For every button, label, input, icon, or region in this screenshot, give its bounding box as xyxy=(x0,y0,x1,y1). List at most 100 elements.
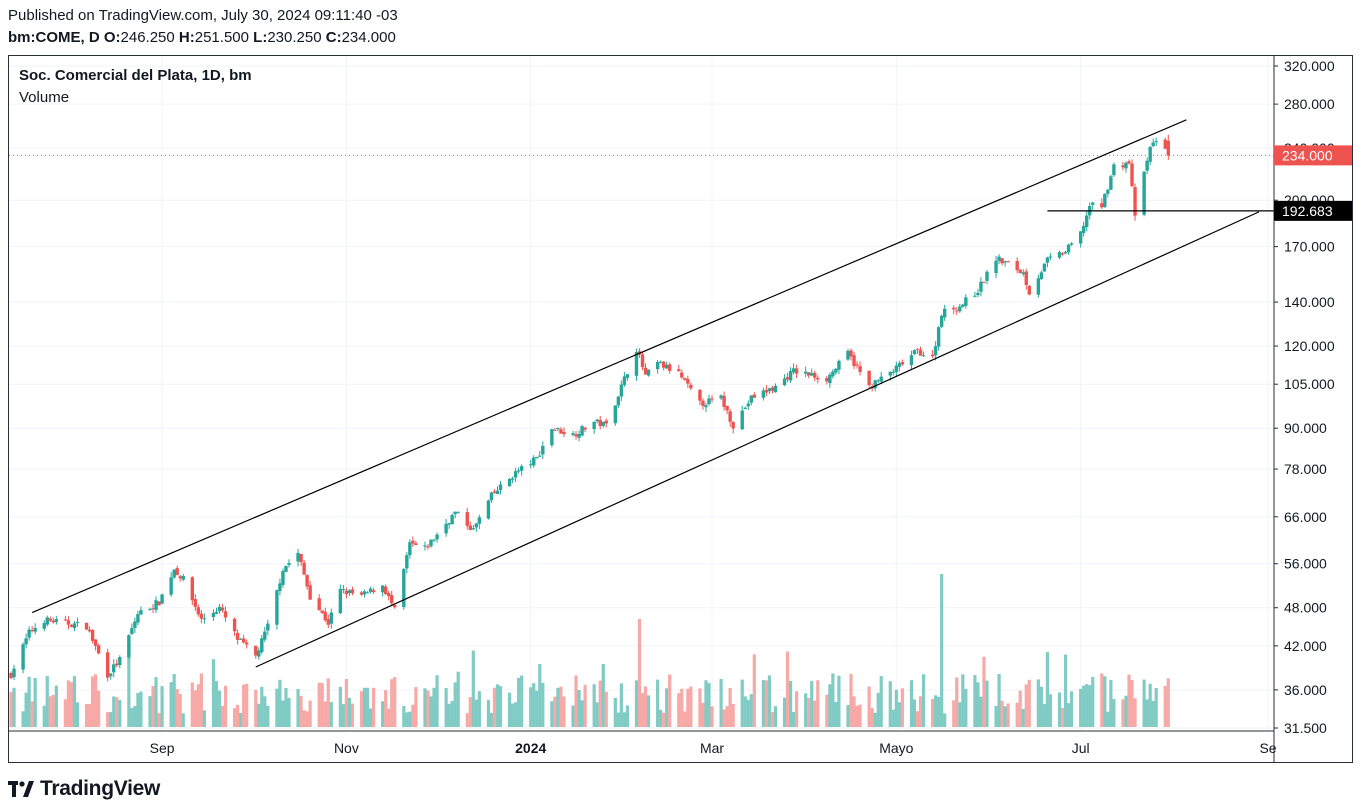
candle xyxy=(1103,193,1107,209)
close-value: 234.000 xyxy=(341,29,396,46)
candle xyxy=(1148,145,1152,166)
volume-bar xyxy=(740,679,744,727)
candle xyxy=(465,507,469,530)
candle xyxy=(217,604,222,614)
candle xyxy=(151,603,155,614)
candle-body xyxy=(411,540,415,544)
candle xyxy=(664,361,669,369)
candle-body xyxy=(235,632,240,640)
candle xyxy=(655,359,660,374)
volume-bar xyxy=(749,694,753,727)
candle xyxy=(964,294,968,309)
candle-body xyxy=(323,611,327,621)
candle-body xyxy=(900,362,905,365)
volume-bar xyxy=(326,678,330,727)
candle-body xyxy=(876,380,880,382)
candle xyxy=(519,464,524,476)
volume-bar xyxy=(94,674,98,727)
candle-body xyxy=(169,577,173,595)
volume-bar xyxy=(130,708,134,727)
volume-bar xyxy=(1063,654,1068,727)
candle-body xyxy=(299,554,303,563)
candle-body xyxy=(689,384,693,389)
candle xyxy=(371,587,376,595)
candle-body xyxy=(1151,142,1155,147)
candle xyxy=(601,421,605,428)
volume-bar xyxy=(1163,685,1167,727)
candle xyxy=(879,372,883,384)
candle-body xyxy=(42,623,46,629)
volume-bar xyxy=(743,696,747,727)
candle xyxy=(985,270,989,285)
candle-body xyxy=(435,534,439,540)
volume-bar xyxy=(604,691,608,727)
candle xyxy=(1106,188,1110,198)
candle-body xyxy=(1060,253,1065,255)
candle xyxy=(69,624,74,628)
volume-bar xyxy=(510,703,515,727)
candle xyxy=(175,565,179,576)
candle xyxy=(598,415,602,430)
candle xyxy=(181,573,185,582)
candle xyxy=(368,586,373,594)
candle xyxy=(112,659,116,678)
candle-body xyxy=(722,395,726,407)
volume-bar xyxy=(456,671,460,727)
candle xyxy=(725,405,729,415)
candle-body xyxy=(982,281,986,283)
volume-bar xyxy=(1039,686,1043,727)
volume-bar xyxy=(1166,678,1170,727)
candle-body xyxy=(284,565,288,572)
open-label: O: xyxy=(103,29,121,46)
volume-bar xyxy=(202,710,206,727)
volume-bar xyxy=(1112,699,1116,727)
candle-body xyxy=(72,623,77,629)
volume-bar xyxy=(320,682,324,727)
candle-body xyxy=(553,429,557,431)
candle xyxy=(994,255,998,279)
volume-bar xyxy=(492,687,497,727)
candle xyxy=(402,567,406,610)
volume-bar xyxy=(151,685,155,727)
volume-bar xyxy=(571,705,575,727)
candle xyxy=(447,522,451,529)
chart-frame xyxy=(8,55,1353,763)
candle-body xyxy=(643,367,648,375)
candle-body xyxy=(930,354,935,357)
volume-bar xyxy=(592,684,596,727)
volume-bar xyxy=(368,708,373,727)
volume-bar xyxy=(698,688,702,727)
candle xyxy=(728,408,732,427)
volume-bar xyxy=(640,693,645,727)
tradingview-brand[interactable]: TradingView xyxy=(8,777,160,801)
candle xyxy=(1024,268,1028,290)
volume-bar xyxy=(562,696,566,727)
candle xyxy=(157,601,161,606)
candle-body xyxy=(743,407,747,409)
candle-body xyxy=(341,588,346,590)
volume-bar xyxy=(1018,690,1022,727)
candle xyxy=(915,348,920,354)
candle xyxy=(287,559,291,568)
candle-body xyxy=(834,368,838,373)
candle-body xyxy=(828,374,832,384)
candle xyxy=(701,398,705,410)
price-chart[interactable]: 320.000280.000240.000200.000170.000140.0… xyxy=(9,56,1352,762)
candle xyxy=(1130,159,1134,188)
candle xyxy=(749,395,754,406)
candle-body xyxy=(136,614,140,623)
candle-body xyxy=(275,590,279,625)
volume-bar xyxy=(1015,702,1019,727)
volume-bar xyxy=(1000,700,1004,727)
legend-volume: Volume xyxy=(19,89,70,106)
candle-body xyxy=(939,315,944,327)
candle-body xyxy=(109,673,113,677)
candle xyxy=(365,591,370,594)
volume-bar xyxy=(414,687,418,727)
price-tick-label: 280.000 xyxy=(1284,96,1335,112)
candle-body xyxy=(888,371,892,376)
candle-body xyxy=(574,434,578,437)
candle xyxy=(148,607,152,611)
candle xyxy=(299,553,303,566)
candle xyxy=(347,589,352,597)
